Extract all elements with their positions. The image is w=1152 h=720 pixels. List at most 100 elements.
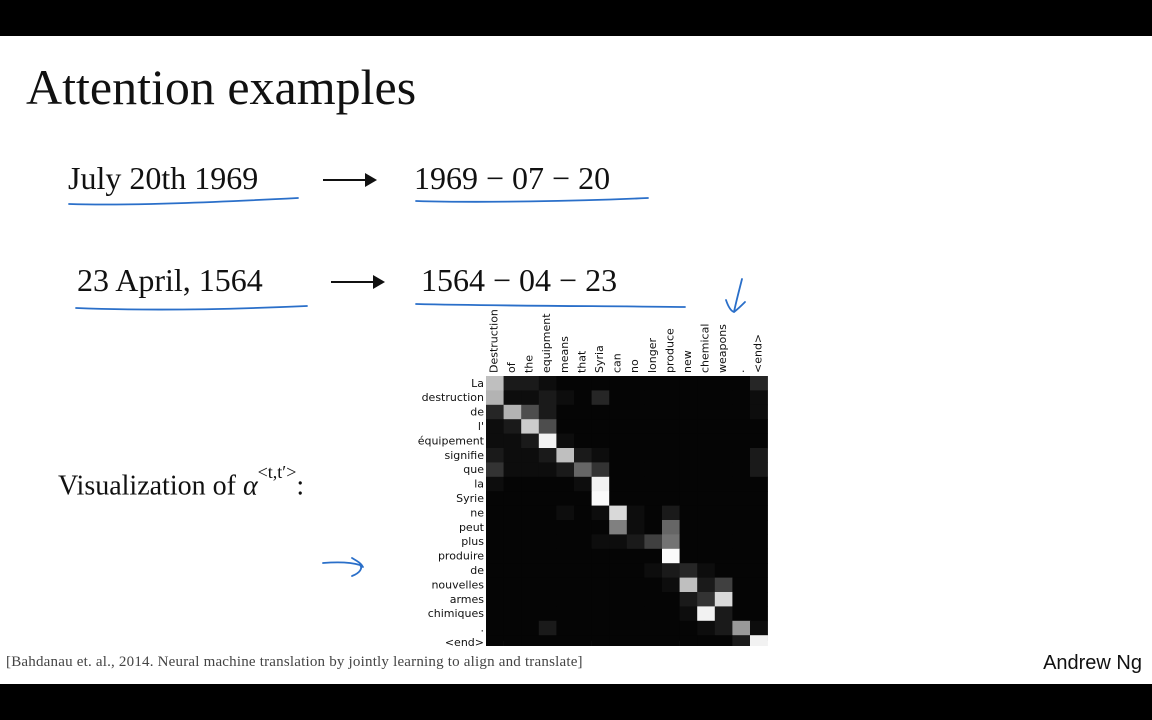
y-tick-label: <end> (445, 636, 484, 646)
heatmap-cell (732, 548, 751, 564)
heatmap-cell (644, 520, 663, 535)
heatmap-cell (714, 390, 733, 406)
viz-label-suffix: : (296, 470, 305, 502)
heatmap-cell (697, 548, 716, 564)
heatmap-cell (662, 635, 680, 646)
x-tick-label: can (611, 353, 624, 373)
heatmap-cell (732, 491, 751, 506)
heatmap-cell (538, 404, 557, 420)
heatmap-cell (538, 592, 557, 607)
right-arrow-icon (323, 173, 377, 187)
heatmap-cell (679, 520, 698, 535)
heatmap-cell (574, 419, 592, 434)
heatmap-cell (609, 376, 628, 391)
heatmap-cell (662, 419, 680, 434)
heatmap-cell (697, 462, 716, 478)
heatmap-cell (750, 376, 768, 391)
heatmap-cell (486, 419, 504, 434)
heatmap-cell (662, 376, 680, 391)
heatmap-cell (714, 433, 733, 449)
heatmap-cell (591, 577, 610, 593)
heatmap-cell (714, 404, 733, 420)
heatmap-cell (609, 404, 628, 420)
x-tick-label: . (734, 370, 747, 374)
heatmap-cell (521, 563, 540, 578)
heatmap-cell (556, 462, 575, 478)
heatmap-cell (556, 404, 575, 420)
heatmap-cell (486, 462, 504, 478)
heatmap-cell (574, 491, 592, 506)
heatmap-cell (697, 448, 716, 463)
heatmap-cell (750, 491, 768, 506)
heatmap-cell (486, 592, 504, 607)
example2-output: 1564 − 04 − 23 (421, 262, 618, 298)
heatmap-cell (538, 520, 557, 535)
heatmap-cell (662, 491, 680, 506)
heatmap-cell (644, 592, 663, 607)
heatmap-cell (538, 419, 557, 434)
heatmap-cell (503, 491, 522, 506)
heatmap-cell (486, 476, 504, 492)
heatmap-cell (574, 448, 592, 463)
heatmap-cell (697, 476, 716, 492)
heatmap-cell (644, 505, 663, 521)
heatmap-cell (556, 635, 575, 646)
heatmap-cell (591, 505, 610, 521)
heatmap-cell (679, 433, 698, 449)
heatmap-cell (732, 505, 751, 521)
heatmap-cell (486, 448, 504, 463)
y-tick-label: chimiques (428, 607, 485, 620)
heatmap-cell (521, 433, 540, 449)
heatmap-cell (626, 534, 645, 550)
heatmap-cell (644, 404, 663, 420)
heatmap-cell (609, 620, 628, 636)
heatmap-cell (697, 390, 716, 406)
heatmap-cell (714, 476, 733, 492)
underline-example2-input (75, 305, 308, 311)
heatmap-cell (697, 433, 716, 449)
heatmap-cell (697, 491, 716, 506)
heatmap-cell (679, 476, 698, 492)
heatmap-cell (750, 534, 768, 550)
heatmap-cell (644, 476, 663, 492)
heatmap-cell (503, 577, 522, 593)
heatmap-cell (679, 620, 698, 636)
heatmap-cell (662, 592, 680, 607)
heatmap-cell (591, 620, 610, 636)
heatmap-cell (644, 433, 663, 449)
heatmap-cell (697, 505, 716, 521)
heatmap-cell (644, 577, 663, 593)
heatmap-cell (486, 491, 504, 506)
heatmap-cell (521, 606, 540, 622)
heatmap-cell (662, 606, 680, 622)
heatmap-cell (750, 404, 768, 420)
heatmap-cell (750, 390, 768, 406)
heatmap-cell (679, 419, 698, 434)
heatmap-cell (697, 577, 716, 593)
heatmap-cell (644, 448, 663, 463)
x-tick-label: the (523, 355, 536, 373)
heatmap-cell (679, 491, 698, 506)
heatmap-cell (679, 635, 698, 646)
heatmap-cell (732, 635, 751, 646)
heatmap-cell (521, 390, 540, 406)
heatmap-cell (556, 534, 575, 550)
heatmap-cell (503, 433, 522, 449)
heatmap-cell (609, 433, 628, 449)
heatmap-cell (750, 419, 768, 434)
heatmap-cell (662, 534, 680, 550)
y-tick-label: la (474, 478, 484, 491)
heatmap-cell (574, 390, 592, 406)
heatmap-cell (521, 491, 540, 506)
heatmap-cell (486, 390, 504, 406)
heatmap-cell (521, 448, 540, 463)
heatmap-cell (556, 476, 575, 492)
heatmap-cell (538, 390, 557, 406)
heatmap-cell (609, 563, 628, 578)
heatmap-cell (556, 390, 575, 406)
y-tick-label: équipement (418, 434, 485, 447)
heatmap-cell (732, 376, 751, 391)
heatmap-cell (591, 419, 610, 434)
heatmap-cell (486, 376, 504, 391)
heatmap-cell (662, 448, 680, 463)
